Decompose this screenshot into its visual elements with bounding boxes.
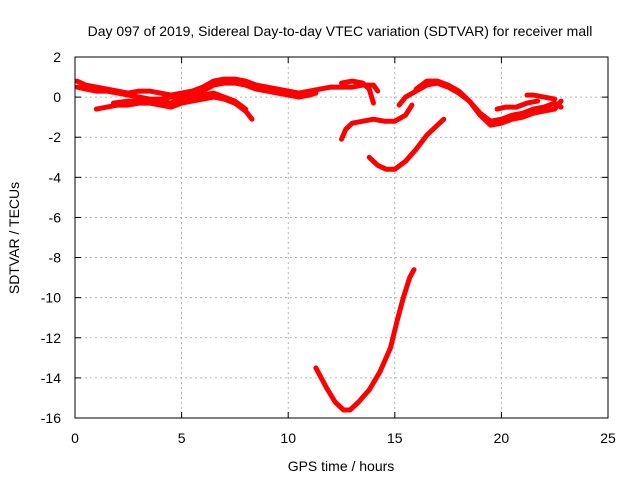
series-line-arc-6: [339, 102, 415, 142]
series-line-arc-10: [494, 98, 541, 112]
x-tick-label: 15: [387, 430, 403, 446]
chart-title: Day 097 of 2019, Sidereal Day-to-day VTE…: [88, 23, 593, 39]
y-tick-label: 0: [53, 89, 61, 105]
y-tick-label: -4: [49, 169, 62, 185]
series-line-arc-11: [524, 92, 558, 102]
x-axis-label: GPS time / hours: [288, 458, 395, 474]
data-series: [74, 76, 564, 413]
y-tick-label: -8: [49, 250, 62, 266]
y-tick-label: -14: [41, 370, 61, 386]
y-tick-label: 2: [53, 49, 61, 65]
series-line-arc-4: [110, 90, 249, 112]
series-line-arc-12: [313, 267, 417, 413]
x-tick-label: 0: [71, 430, 79, 446]
x-tick-label: 20: [494, 430, 510, 446]
x-tick-label: 25: [600, 430, 616, 446]
series-line-arc-7: [366, 116, 447, 172]
x-tick-labels: 0 5 10 15 20 25: [71, 430, 616, 446]
y-tick-label: -10: [41, 290, 61, 306]
y-axis-label: SDTVAR / TECUs: [6, 182, 22, 294]
y-tick-label: -16: [41, 410, 61, 426]
y-tick-label: -2: [49, 129, 62, 145]
x-tick-label: 5: [178, 430, 186, 446]
y-tick-label: -12: [41, 330, 61, 346]
plot-frame: [74, 56, 609, 419]
y-tick-label: -6: [49, 209, 62, 225]
series-line-arc-5: [339, 78, 376, 106]
series-line-arc-9: [413, 78, 564, 128]
x-tick-label: 10: [280, 430, 296, 446]
y-tick-labels: 2 0 -2 -4 -6 -8 -10 -12 -14 -16: [41, 49, 61, 426]
series-line-arc-2: [74, 80, 319, 102]
axis-ticks: [74, 56, 609, 419]
